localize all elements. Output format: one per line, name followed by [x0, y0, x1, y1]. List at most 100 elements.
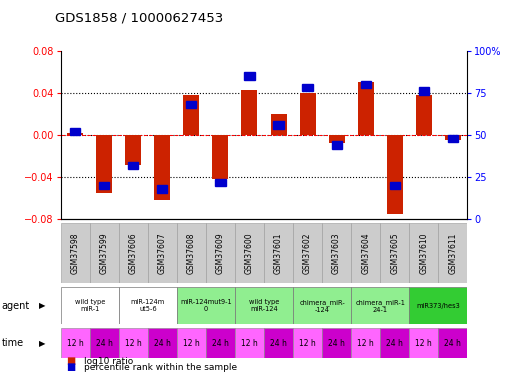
Text: 12 h: 12 h: [125, 339, 142, 348]
Text: GSM37606: GSM37606: [129, 232, 138, 274]
Text: miR-124m
ut5-6: miR-124m ut5-6: [131, 299, 165, 312]
Bar: [67, 133, 83, 135]
Bar: [351, 223, 380, 283]
Bar: [119, 223, 148, 283]
Bar: [380, 328, 409, 358]
Text: chimera_miR-1
24-1: chimera_miR-1 24-1: [355, 299, 405, 312]
Bar: [299, 93, 316, 135]
Bar: [235, 223, 264, 283]
Bar: [438, 223, 467, 283]
Text: log10 ratio: log10 ratio: [84, 357, 134, 366]
Bar: [206, 223, 235, 283]
Text: 24 h: 24 h: [154, 339, 171, 348]
Bar: [148, 328, 177, 358]
Text: GSM37605: GSM37605: [390, 232, 399, 274]
Bar: [293, 287, 351, 324]
Bar: [244, 72, 254, 80]
Bar: [293, 328, 322, 358]
Text: agent: agent: [2, 301, 30, 310]
Text: 24 h: 24 h: [96, 339, 112, 348]
Bar: [235, 328, 264, 358]
Bar: [212, 135, 229, 179]
Bar: [445, 135, 461, 140]
Text: GSM37598: GSM37598: [71, 232, 80, 274]
Bar: [380, 223, 409, 283]
Text: 12 h: 12 h: [357, 339, 374, 348]
Bar: [61, 328, 90, 358]
Bar: [186, 101, 196, 108]
Bar: [90, 223, 119, 283]
Text: GSM37601: GSM37601: [274, 232, 283, 274]
Text: chimera_miR-
-124: chimera_miR- -124: [299, 299, 345, 312]
Bar: [357, 82, 374, 135]
Bar: [177, 287, 235, 324]
Bar: [154, 135, 171, 200]
Bar: [361, 81, 371, 88]
Bar: [322, 223, 351, 283]
Text: 24 h: 24 h: [386, 339, 403, 348]
Bar: [157, 185, 167, 193]
Text: ▶: ▶: [39, 339, 45, 348]
Bar: [390, 182, 400, 189]
Bar: [90, 328, 119, 358]
Bar: [61, 287, 119, 324]
Bar: [409, 328, 438, 358]
Bar: [448, 135, 458, 142]
Text: GSM37610: GSM37610: [419, 232, 428, 274]
Bar: [177, 328, 206, 358]
Bar: [351, 328, 380, 358]
Bar: [303, 84, 313, 92]
Bar: [409, 287, 467, 324]
Text: ■: ■: [66, 356, 76, 366]
Bar: [119, 328, 148, 358]
Bar: [148, 223, 177, 283]
Bar: [264, 328, 293, 358]
Text: GSM37600: GSM37600: [245, 232, 254, 274]
Text: miR-124mut9-1
0: miR-124mut9-1 0: [180, 299, 232, 312]
Text: GSM37608: GSM37608: [187, 232, 196, 274]
Text: GSM37604: GSM37604: [361, 232, 370, 274]
Text: ▶: ▶: [39, 301, 45, 310]
Text: GSM37603: GSM37603: [332, 232, 341, 274]
Text: GDS1858 / 10000627453: GDS1858 / 10000627453: [55, 11, 224, 24]
Text: GSM37602: GSM37602: [303, 232, 312, 274]
Text: GSM37599: GSM37599: [100, 232, 109, 274]
Text: ■: ■: [66, 362, 76, 372]
Text: miR373/hes3: miR373/hes3: [417, 303, 460, 309]
Bar: [416, 95, 432, 135]
Bar: [409, 223, 438, 283]
Bar: [328, 135, 345, 144]
Bar: [119, 287, 177, 324]
Bar: [183, 95, 200, 135]
Bar: [215, 178, 225, 186]
Text: 12 h: 12 h: [241, 339, 258, 348]
Bar: [264, 223, 293, 283]
Bar: [99, 182, 109, 189]
Text: wild type
miR-124: wild type miR-124: [249, 299, 279, 312]
Text: wild type
miR-1: wild type miR-1: [74, 299, 105, 312]
Bar: [177, 223, 206, 283]
Text: time: time: [2, 338, 24, 348]
Bar: [386, 135, 403, 214]
Text: 24 h: 24 h: [270, 339, 287, 348]
Bar: [70, 128, 80, 135]
Text: 12 h: 12 h: [299, 339, 316, 348]
Text: 24 h: 24 h: [445, 339, 461, 348]
Bar: [61, 223, 90, 283]
Text: GSM37611: GSM37611: [448, 232, 457, 274]
Bar: [241, 90, 258, 135]
Bar: [235, 287, 293, 324]
Text: 12 h: 12 h: [183, 339, 200, 348]
Text: GSM37607: GSM37607: [158, 232, 167, 274]
Bar: [419, 87, 429, 95]
Bar: [96, 135, 112, 193]
Text: 24 h: 24 h: [328, 339, 345, 348]
Bar: [293, 223, 322, 283]
Text: 12 h: 12 h: [416, 339, 432, 348]
Bar: [128, 162, 138, 169]
Bar: [274, 121, 284, 129]
Text: 12 h: 12 h: [67, 339, 83, 348]
Bar: [206, 328, 235, 358]
Bar: [438, 328, 467, 358]
Bar: [332, 141, 342, 149]
